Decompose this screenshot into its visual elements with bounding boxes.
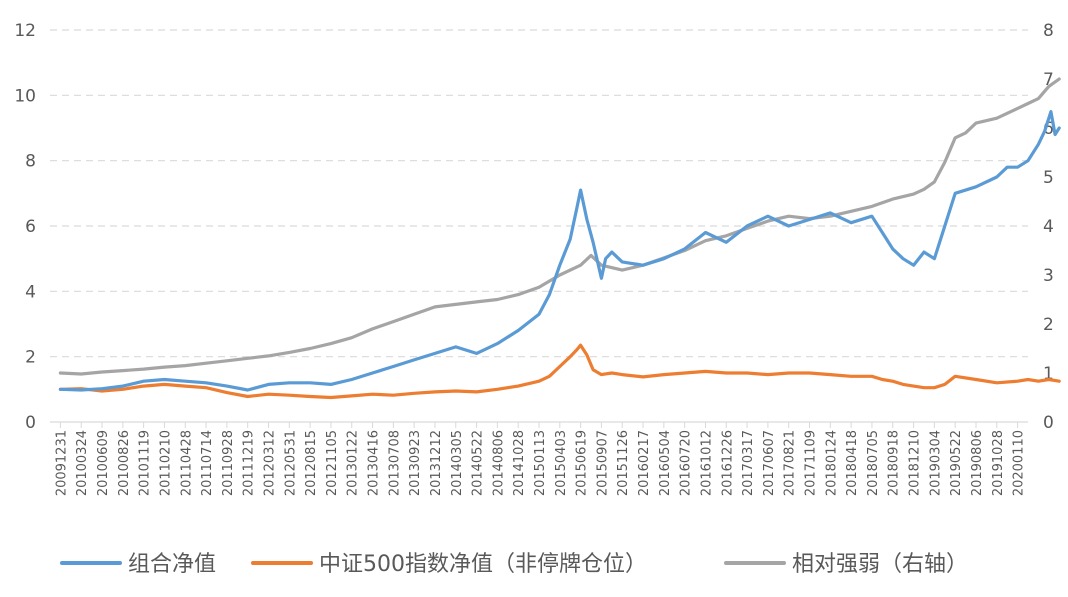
x-tick-label: 20170317 (741, 430, 756, 496)
x-tick-label: 20121105 (325, 430, 340, 496)
x-tick-label: 20140522 (471, 430, 486, 496)
left-y-tick-label: 12 (14, 21, 36, 41)
right-y-tick-label: 0 (1043, 413, 1054, 433)
left-y-tick-label: 0 (25, 413, 36, 433)
x-tick-label: 20110714 (200, 430, 215, 496)
right-y-tick-label: 7 (1043, 70, 1054, 90)
right-y-tick-label: 6 (1043, 119, 1054, 139)
x-tick-label: 20091231 (54, 430, 69, 496)
right-y-tick-label: 2 (1043, 315, 1054, 335)
x-tick-label: 20150403 (554, 430, 569, 496)
x-tick-label: 20181210 (908, 430, 923, 496)
x-tick-label: 20101119 (138, 430, 153, 496)
left-y-tick-label: 6 (25, 217, 36, 237)
x-tick-label: 20100826 (117, 430, 132, 496)
left-y-axis: 0 2 4 6 8 10 12 (14, 21, 36, 433)
x-tick-label: 20161226 (720, 430, 735, 496)
legend-label: 组合净值 (128, 552, 216, 577)
x-tick-label: 20130122 (346, 430, 361, 496)
x-tick-label: 20180918 (887, 430, 902, 496)
x-tick-label: 20170607 (762, 430, 777, 496)
x-tick-label: 20131212 (429, 430, 444, 496)
right-y-tick-label: 5 (1043, 168, 1054, 188)
legend-label: 相对强弱（右轴） (792, 552, 968, 577)
x-tick-label: 20160720 (679, 430, 694, 496)
x-tick-label: 20130416 (367, 430, 382, 496)
x-tick-label: 20110928 (221, 430, 236, 496)
x-tick-label: 20170821 (783, 430, 798, 496)
x-tick-label: 20190522 (949, 430, 964, 496)
series-lines (58, 77, 1061, 400)
x-tick-label: 20141028 (512, 430, 527, 496)
x-tick-label: 20140806 (491, 430, 506, 496)
x-axis: 20091231 20100324 20100609 20100826 20101119… (54, 422, 1027, 496)
x-tick-label: 20190304 (928, 430, 943, 496)
x-tick-label: 20180418 (845, 430, 860, 496)
x-tick-label: 20150113 (533, 430, 548, 496)
x-tick-label: 20180705 (866, 430, 881, 496)
legend-label: 中证500指数净值（非停牌仓位） (319, 552, 647, 577)
x-tick-label: 20161012 (699, 430, 714, 496)
left-y-tick-label: 10 (14, 86, 36, 106)
x-tick-label: 20160504 (658, 430, 673, 496)
x-tick-label: 20100324 (75, 430, 90, 496)
x-tick-label: 20110428 (179, 430, 194, 496)
x-tick-label: 20130708 (387, 430, 402, 496)
x-tick-label: 20120312 (262, 430, 277, 496)
series-line-0 (58, 110, 1061, 392)
x-tick-label: 20120815 (304, 430, 319, 496)
x-tick-label: 20171109 (804, 430, 819, 496)
right-y-tick-label: 1 (1043, 364, 1054, 384)
x-tick-label: 20130923 (408, 430, 423, 496)
right-y-tick-label: 3 (1043, 266, 1054, 286)
x-tick-label: 20110210 (158, 430, 173, 496)
x-tick-label: 20150907 (595, 430, 610, 496)
left-y-tick-label: 8 (25, 152, 36, 172)
x-tick-label: 20191028 (991, 430, 1006, 496)
x-tick-label: 20160217 (637, 430, 652, 496)
right-y-axis: 0 1 2 3 4 5 6 7 8 (1043, 21, 1054, 433)
x-tick-label: 20120531 (283, 430, 298, 496)
x-tick-label: 20140305 (450, 430, 465, 496)
left-y-tick-label: 4 (25, 282, 36, 302)
x-tick-label: 20200110 (1012, 430, 1027, 496)
x-tick-label: 20151126 (616, 430, 631, 496)
x-tick-label: 20180124 (824, 430, 839, 496)
x-tick-label: 20100609 (96, 430, 111, 496)
x-tick-label: 20150619 (575, 430, 590, 496)
x-tick-label: 20111219 (242, 430, 257, 496)
right-y-tick-label: 8 (1043, 21, 1054, 41)
right-y-tick-label: 4 (1043, 217, 1054, 237)
left-y-tick-label: 2 (25, 348, 36, 368)
legend: 组合净值 中证500指数净值（非停牌仓位） 相对强弱（右轴） (60, 552, 968, 577)
series-line-1 (58, 343, 1061, 400)
series-line-2 (58, 77, 1061, 376)
x-tick-label: 20190806 (970, 430, 985, 496)
